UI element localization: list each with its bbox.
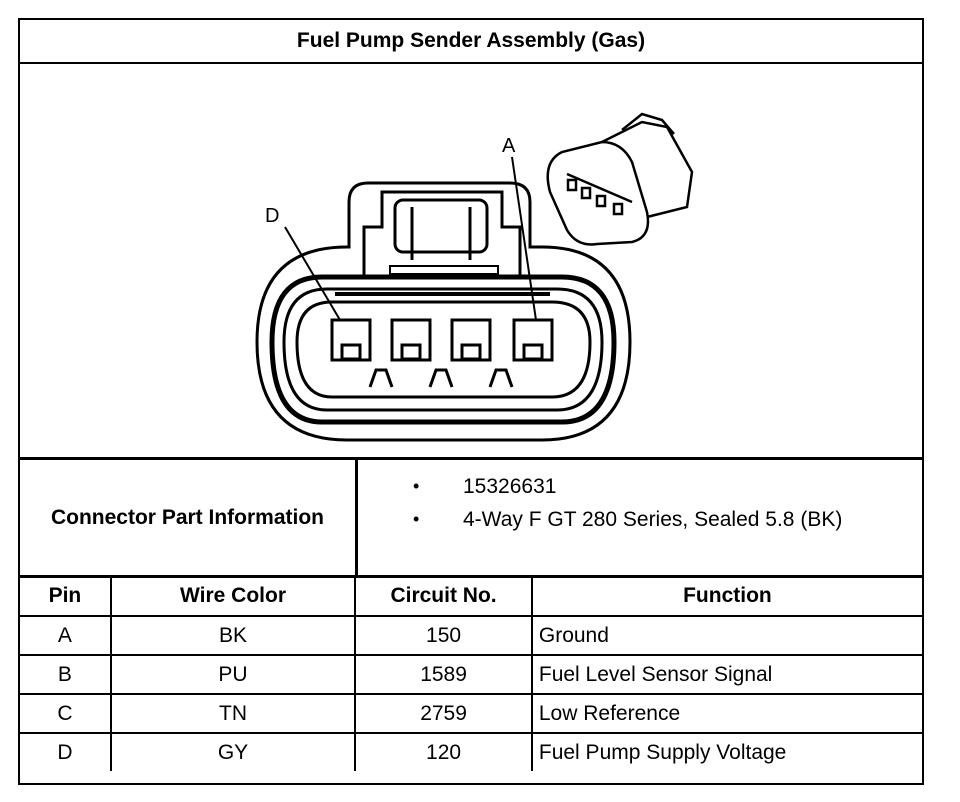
header-circuit-no: Circuit No.: [354, 575, 533, 617]
function: Fuel Pump Supply Voltage: [530, 732, 922, 771]
cavity-a: [512, 318, 554, 362]
terminal-cavities: [330, 318, 554, 388]
connector-part-information: Connector Part Information • 15326631 • …: [20, 457, 922, 578]
wire-color: BK: [109, 615, 357, 656]
circuit-no: 150: [354, 615, 533, 656]
pinout-table: Pin Wire Color Circuit No. Function A BK…: [20, 575, 922, 771]
pin: C: [20, 693, 112, 734]
header-wire-color: Wire Color: [109, 575, 357, 617]
bullet-icon: •: [413, 509, 420, 529]
connector-description: 4-Way F GT 280 Series, Sealed 5.8 (BK): [463, 507, 843, 531]
cavity-b: [450, 318, 492, 362]
connector-face: [255, 181, 632, 442]
cavity-c: [390, 318, 432, 362]
connector-info-label: Connector Part Information: [20, 460, 358, 576]
connector-info-list: • 15326631 • 4-Way F GT 280 Series, Seal…: [358, 470, 842, 536]
wire-color: GY: [109, 732, 357, 771]
table-row: A BK 150 Ground: [20, 615, 922, 656]
connector-diagram: D A: [20, 64, 922, 457]
table-row: C TN 2759 Low Reference: [20, 693, 922, 734]
pin-label-a: A: [502, 135, 516, 157]
header-function: Function: [530, 575, 922, 617]
wire-color: PU: [109, 654, 357, 695]
circuit-no: 2759: [354, 693, 533, 734]
function: Ground: [530, 615, 922, 656]
part-number-item: • 15326631: [358, 470, 842, 503]
cavity-d: [330, 318, 372, 362]
connector-isometric-view: [546, 112, 694, 246]
bullet-icon: •: [413, 476, 420, 496]
pin: B: [20, 654, 112, 695]
pin: A: [20, 615, 112, 656]
header-pin: Pin: [20, 575, 112, 617]
part-number: 15326631: [463, 474, 557, 498]
function: Fuel Level Sensor Signal: [530, 654, 922, 695]
pin: D: [20, 732, 112, 771]
pin-label-d: D: [265, 205, 279, 227]
table-row: B PU 1589 Fuel Level Sensor Signal: [20, 654, 922, 695]
table-header-row: Pin Wire Color Circuit No. Function: [20, 575, 922, 617]
page-title: Fuel Pump Sender Assembly (Gas): [20, 20, 922, 64]
table-row: D GY 120 Fuel Pump Supply Voltage: [20, 732, 922, 771]
function: Low Reference: [530, 693, 922, 734]
connector-description-item: • 4-Way F GT 280 Series, Sealed 5.8 (BK): [358, 503, 842, 536]
pin-callouts: [284, 156, 537, 321]
circuit-no: 1589: [354, 654, 533, 695]
wire-color: TN: [109, 693, 357, 734]
circuit-no: 120: [354, 732, 533, 771]
connector-end-view-sheet: Fuel Pump Sender Assembly (Gas): [18, 18, 924, 785]
